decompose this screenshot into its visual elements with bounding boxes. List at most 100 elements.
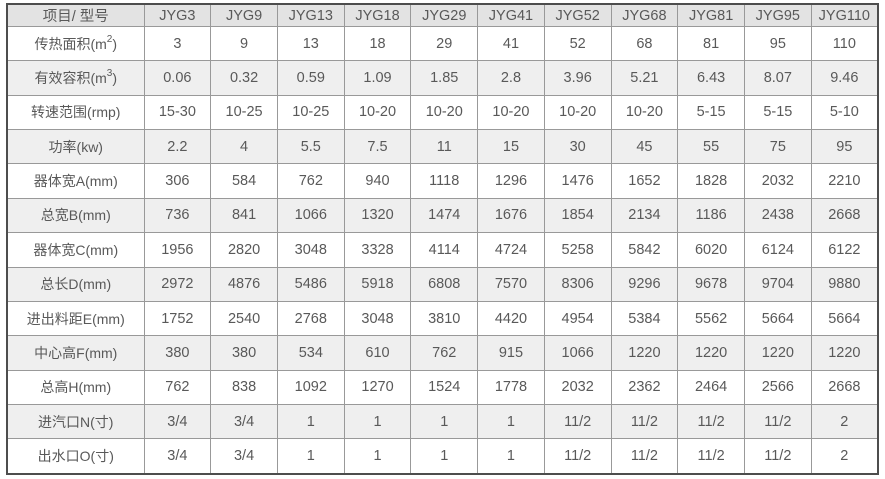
- cell-effective-volume-jyg3: 0.06: [143, 60, 212, 96]
- cell-heat-transfer-area-jyg13: 13: [276, 25, 345, 62]
- cell-heat-transfer-area-jyg3: 3: [143, 25, 212, 62]
- cell-center-height-f-jyg13: 534: [276, 335, 345, 371]
- cell-power-jyg13: 5.5: [276, 129, 345, 165]
- row-label-total-length-d: 总长D(mm): [6, 266, 145, 302]
- cell-body-width-a-jyg29: 1118: [410, 163, 479, 199]
- row-label-feed-discharge-distance-e: 进出料距E(mm): [6, 300, 145, 337]
- cell-feed-discharge-distance-e-jyg9: 2540: [210, 300, 278, 337]
- cell-body-width-a-jyg13: 762: [276, 163, 345, 199]
- cell-total-length-d-jyg9: 4876: [210, 266, 278, 302]
- cell-total-length-d-jyg95: 9704: [743, 266, 812, 302]
- cell-total-length-d-jyg110: 9880: [810, 266, 879, 302]
- table-row-effective-volume: 有效容积(m3) 0.06 0.32 0.59 1.09 1.85 2.8 3.96 5.21 6…: [6, 60, 879, 96]
- cell-total-height-h-jyg29: 1524: [410, 369, 479, 405]
- cell-heat-transfer-area-jyg81: 81: [677, 25, 745, 62]
- cell-center-height-f-jyg110: 1220: [810, 335, 879, 371]
- cell-heat-transfer-area-jyg9: 9: [210, 25, 278, 62]
- cell-total-length-d-jyg29: 6808: [410, 266, 479, 302]
- row-label-heat-transfer-area: 传热面积(m2): [6, 25, 145, 62]
- cell-total-height-h-jyg110: 2668: [810, 369, 879, 405]
- cell-water-outlet-o-jyg41: 1: [477, 438, 545, 475]
- row-label-steam-inlet-n: 进汽口N(寸): [6, 403, 145, 440]
- cell-speed-range-jyg52: 10-20: [543, 94, 612, 131]
- cell-total-length-d-jyg3: 2972: [143, 266, 212, 302]
- cell-steam-inlet-n-jyg3: 3/4: [143, 403, 212, 440]
- cell-water-outlet-o-jyg52: 11/2: [543, 438, 612, 475]
- cell-speed-range-jyg41: 10-20: [477, 94, 545, 131]
- column-header-jyg9: JYG9: [210, 3, 278, 27]
- spec-table: 项目/ 型号 JYG3 JYG9 JYG13 JYG18 JYG29 JYG41 JYG52…: [6, 3, 879, 475]
- cell-total-width-b-jyg81: 1186: [677, 197, 745, 234]
- cell-total-height-h-jyg52: 2032: [543, 369, 612, 405]
- table-row-center-height-f: 中心高F(mm) 380 380 534 610 762 915 1066 1220 1220 12…: [6, 335, 879, 371]
- cell-feed-discharge-distance-e-jyg68: 5384: [610, 300, 679, 337]
- cell-effective-volume-jyg13: 0.59: [276, 60, 345, 96]
- cell-effective-volume-jyg18: 1.09: [343, 60, 412, 96]
- cell-center-height-f-jyg9: 380: [210, 335, 278, 371]
- cell-center-height-f-jyg41: 915: [477, 335, 545, 371]
- cell-feed-discharge-distance-e-jyg110: 5664: [810, 300, 879, 337]
- cell-effective-volume-jyg52: 3.96: [543, 60, 612, 96]
- cell-speed-range-jyg95: 5-15: [743, 94, 812, 131]
- cell-power-jyg52: 30: [543, 129, 612, 165]
- cell-total-length-d-jyg81: 9678: [677, 266, 745, 302]
- cell-effective-volume-jyg41: 2.8: [477, 60, 545, 96]
- cell-power-jyg110: 95: [810, 129, 879, 165]
- cell-speed-range-jyg13: 10-25: [276, 94, 345, 131]
- cell-body-width-c-jyg41: 4724: [477, 232, 545, 268]
- cell-power-jyg95: 75: [743, 129, 812, 165]
- cell-center-height-f-jyg29: 762: [410, 335, 479, 371]
- cell-center-height-f-jyg18: 610: [343, 335, 412, 371]
- cell-body-width-c-jyg95: 6124: [743, 232, 812, 268]
- cell-steam-inlet-n-jyg68: 11/2: [610, 403, 679, 440]
- cell-steam-inlet-n-jyg41: 1: [477, 403, 545, 440]
- cell-total-width-b-jyg68: 2134: [610, 197, 679, 234]
- table-row-total-width-b: 总宽B(mm) 736 841 1066 1320 1474 1676 1854 2134 118…: [6, 197, 879, 234]
- cell-total-width-b-jyg110: 2668: [810, 197, 879, 234]
- column-header-jyg3: JYG3: [143, 3, 212, 27]
- cell-steam-inlet-n-jyg29: 1: [410, 403, 479, 440]
- row-label-body-width-a: 器体宽A(mm): [6, 163, 145, 199]
- table-row-body-width-a: 器体宽A(mm) 306 584 762 940 1118 1296 1476 1652 1828…: [6, 163, 879, 199]
- cell-heat-transfer-area-jyg68: 68: [610, 25, 679, 62]
- cell-total-width-b-jyg41: 1676: [477, 197, 545, 234]
- table-row-total-height-h: 总高H(mm) 762 838 1092 1270 1524 1778 2032 2362 246…: [6, 369, 879, 405]
- column-header-jyg18: JYG18: [343, 3, 412, 27]
- cell-total-length-d-jyg52: 8306: [543, 266, 612, 302]
- cell-total-width-b-jyg9: 841: [210, 197, 278, 234]
- cell-feed-discharge-distance-e-jyg29: 3810: [410, 300, 479, 337]
- cell-total-width-b-jyg52: 1854: [543, 197, 612, 234]
- cell-heat-transfer-area-jyg110: 110: [810, 25, 879, 62]
- cell-body-width-a-jyg110: 2210: [810, 163, 879, 199]
- column-header-jyg41: JYG41: [477, 3, 545, 27]
- row-label-body-width-c: 器体宽C(mm): [6, 232, 145, 268]
- cell-water-outlet-o-jyg18: 1: [343, 438, 412, 475]
- cell-power-jyg9: 4: [210, 129, 278, 165]
- cell-power-jyg18: 7.5: [343, 129, 412, 165]
- cell-water-outlet-o-jyg9: 3/4: [210, 438, 278, 475]
- spec-table-body: 传热面积(m2) 3 9 13 18 29 41 52 68 81 95 110 有效容积(m3) 0.0…: [6, 25, 879, 475]
- cell-feed-discharge-distance-e-jyg52: 4954: [543, 300, 612, 337]
- row-label-total-height-h: 总高H(mm): [6, 369, 145, 405]
- cell-heat-transfer-area-jyg95: 95: [743, 25, 812, 62]
- cell-steam-inlet-n-jyg18: 1: [343, 403, 412, 440]
- cell-speed-range-jyg29: 10-20: [410, 94, 479, 131]
- cell-feed-discharge-distance-e-jyg3: 1752: [143, 300, 212, 337]
- cell-feed-discharge-distance-e-jyg18: 3048: [343, 300, 412, 337]
- cell-effective-volume-jyg110: 9.46: [810, 60, 879, 96]
- cell-total-height-h-jyg9: 838: [210, 369, 278, 405]
- cell-heat-transfer-area-jyg41: 41: [477, 25, 545, 62]
- cell-total-width-b-jyg3: 736: [143, 197, 212, 234]
- column-header-jyg29: JYG29: [410, 3, 479, 27]
- cell-body-width-c-jyg13: 3048: [276, 232, 345, 268]
- cell-body-width-a-jyg52: 1476: [543, 163, 612, 199]
- cell-heat-transfer-area-jyg29: 29: [410, 25, 479, 62]
- superscript: 3: [106, 68, 113, 80]
- cell-center-height-f-jyg81: 1220: [677, 335, 745, 371]
- cell-effective-volume-jyg9: 0.32: [210, 60, 278, 96]
- table-row-body-width-c: 器体宽C(mm) 1956 2820 3048 3328 4114 4724 5258 5842…: [6, 232, 879, 268]
- cell-power-jyg29: 11: [410, 129, 479, 165]
- table-row-power: 功率(kw) 2.2 4 5.5 7.5 11 15 30 45 55 75 95: [6, 129, 879, 165]
- cell-power-jyg81: 55: [677, 129, 745, 165]
